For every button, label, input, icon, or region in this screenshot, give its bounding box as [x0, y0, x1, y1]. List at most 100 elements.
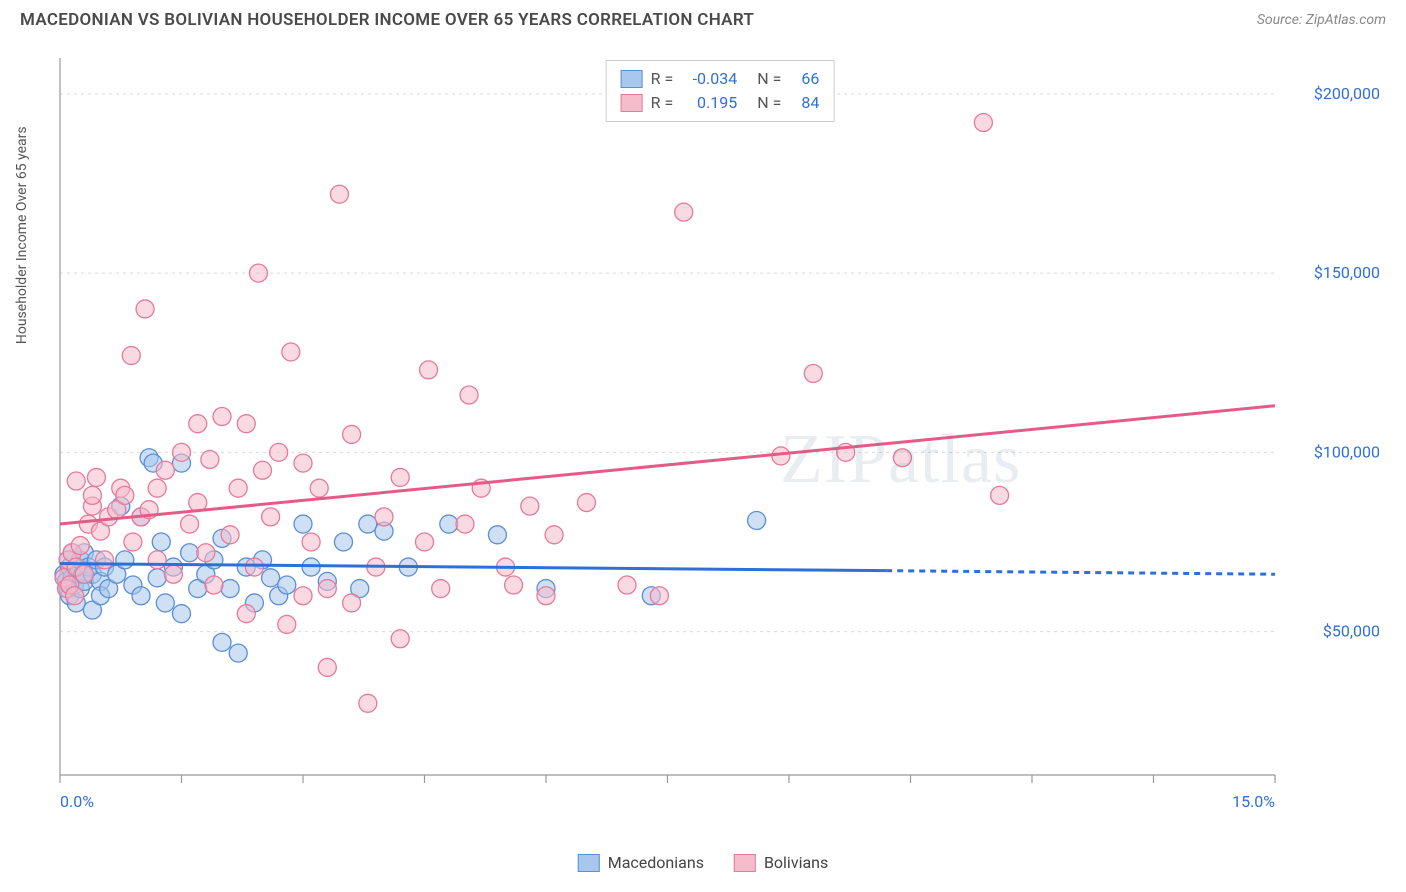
stat-n-value: 84	[789, 91, 819, 115]
scatter-point	[318, 658, 336, 676]
scatter-point	[205, 576, 223, 594]
stat-n-label: N =	[757, 67, 781, 91]
scatter-point	[391, 630, 409, 648]
scatter-point	[87, 468, 105, 486]
scatter-point	[197, 544, 215, 562]
scatter-point	[122, 347, 140, 365]
scatter-point	[229, 479, 247, 497]
scatter-point	[164, 565, 182, 583]
scatter-point	[254, 461, 272, 479]
scatter-point	[116, 551, 134, 569]
scatter-point	[294, 515, 312, 533]
scatter-point	[148, 569, 166, 587]
scatter-point	[282, 343, 300, 361]
scatter-point	[440, 515, 458, 533]
scatter-point	[294, 587, 312, 605]
stat-n-label: N =	[757, 91, 781, 115]
scatter-point	[537, 587, 555, 605]
scatter-point	[359, 515, 377, 533]
scatter-point	[173, 443, 191, 461]
scatter-point	[375, 508, 393, 526]
scatter-point	[270, 443, 288, 461]
scatter-point	[460, 386, 478, 404]
trend-line-extend	[886, 571, 1275, 575]
scatter-point	[66, 587, 84, 605]
legend-swatch	[734, 854, 756, 872]
svg-text:15.0%: 15.0%	[1232, 792, 1275, 811]
legend-label: Bolivians	[764, 853, 828, 872]
stat-r-value: -0.034	[681, 67, 737, 91]
scatter-point	[294, 454, 312, 472]
scatter-point	[221, 526, 239, 544]
svg-text:$50,000: $50,000	[1323, 622, 1380, 641]
series-swatch	[621, 70, 643, 88]
scatter-point	[330, 185, 348, 203]
stat-r-label: R =	[651, 91, 674, 115]
scatter-point	[71, 537, 89, 555]
y-axis-label: Householder Income Over 65 years	[14, 126, 30, 344]
svg-text:0.0%: 0.0%	[60, 792, 94, 811]
scatter-point	[213, 633, 231, 651]
scatter-point	[893, 449, 911, 467]
scatter-point	[262, 508, 280, 526]
stats-row: R =-0.034N =66	[621, 67, 820, 91]
scatter-point	[278, 576, 296, 594]
scatter-point	[249, 264, 267, 282]
svg-text:$100,000: $100,000	[1314, 442, 1380, 461]
scatter-point	[67, 472, 85, 490]
scatter-point	[237, 605, 255, 623]
scatter-point	[650, 587, 668, 605]
scatter-point	[181, 544, 199, 562]
scatter-point	[132, 587, 150, 605]
scatter-point	[245, 558, 263, 576]
scatter-point	[578, 494, 596, 512]
scatter-point	[675, 203, 693, 221]
chart-source: Source: ZipAtlas.com	[1257, 12, 1386, 28]
scatter-point	[456, 515, 474, 533]
scatter-point	[804, 364, 822, 382]
scatter-point	[420, 361, 438, 379]
scatter-point	[189, 415, 207, 433]
legend-item: Bolivians	[734, 853, 828, 872]
scatter-point	[181, 515, 199, 533]
stat-n-value: 66	[789, 67, 819, 91]
scatter-point	[748, 511, 766, 529]
legend: Macedonians Bolivians	[578, 853, 829, 872]
series-swatch	[621, 94, 643, 112]
trend-line	[60, 563, 886, 570]
stat-r-value: 0.195	[681, 91, 737, 115]
chart-container: Householder Income Over 65 years $50,000…	[50, 50, 1390, 840]
scatter-plot: $50,000$100,000$150,000$200,0000.0%15.0%	[50, 50, 1390, 840]
scatter-point	[310, 479, 328, 497]
scatter-point	[136, 300, 154, 318]
legend-label: Macedonians	[608, 853, 704, 872]
legend-swatch	[578, 854, 600, 872]
chart-title: MACEDONIAN VS BOLIVIAN HOUSEHOLDER INCOM…	[20, 10, 754, 30]
scatter-point	[343, 425, 361, 443]
legend-item: Macedonians	[578, 853, 704, 872]
scatter-point	[343, 594, 361, 612]
scatter-point	[618, 576, 636, 594]
scatter-point	[83, 486, 101, 504]
svg-text:$150,000: $150,000	[1314, 263, 1380, 282]
scatter-point	[391, 468, 409, 486]
scatter-point	[262, 569, 280, 587]
scatter-point	[213, 408, 231, 426]
scatter-point	[521, 497, 539, 515]
scatter-point	[124, 533, 142, 551]
scatter-point	[221, 580, 239, 598]
correlation-stats-box: R = -0.034 N = 66R = 0.195 N = 84	[606, 60, 835, 122]
scatter-point	[488, 526, 506, 544]
scatter-point	[152, 533, 170, 551]
stats-row: R = 0.195 N = 84	[621, 91, 820, 115]
scatter-point	[201, 451, 219, 469]
scatter-point	[318, 580, 336, 598]
scatter-point	[359, 694, 377, 712]
scatter-point	[335, 533, 353, 551]
scatter-point	[302, 533, 320, 551]
scatter-point	[75, 565, 93, 583]
scatter-point	[432, 580, 450, 598]
scatter-point	[156, 461, 174, 479]
scatter-point	[96, 551, 114, 569]
scatter-point	[116, 486, 134, 504]
